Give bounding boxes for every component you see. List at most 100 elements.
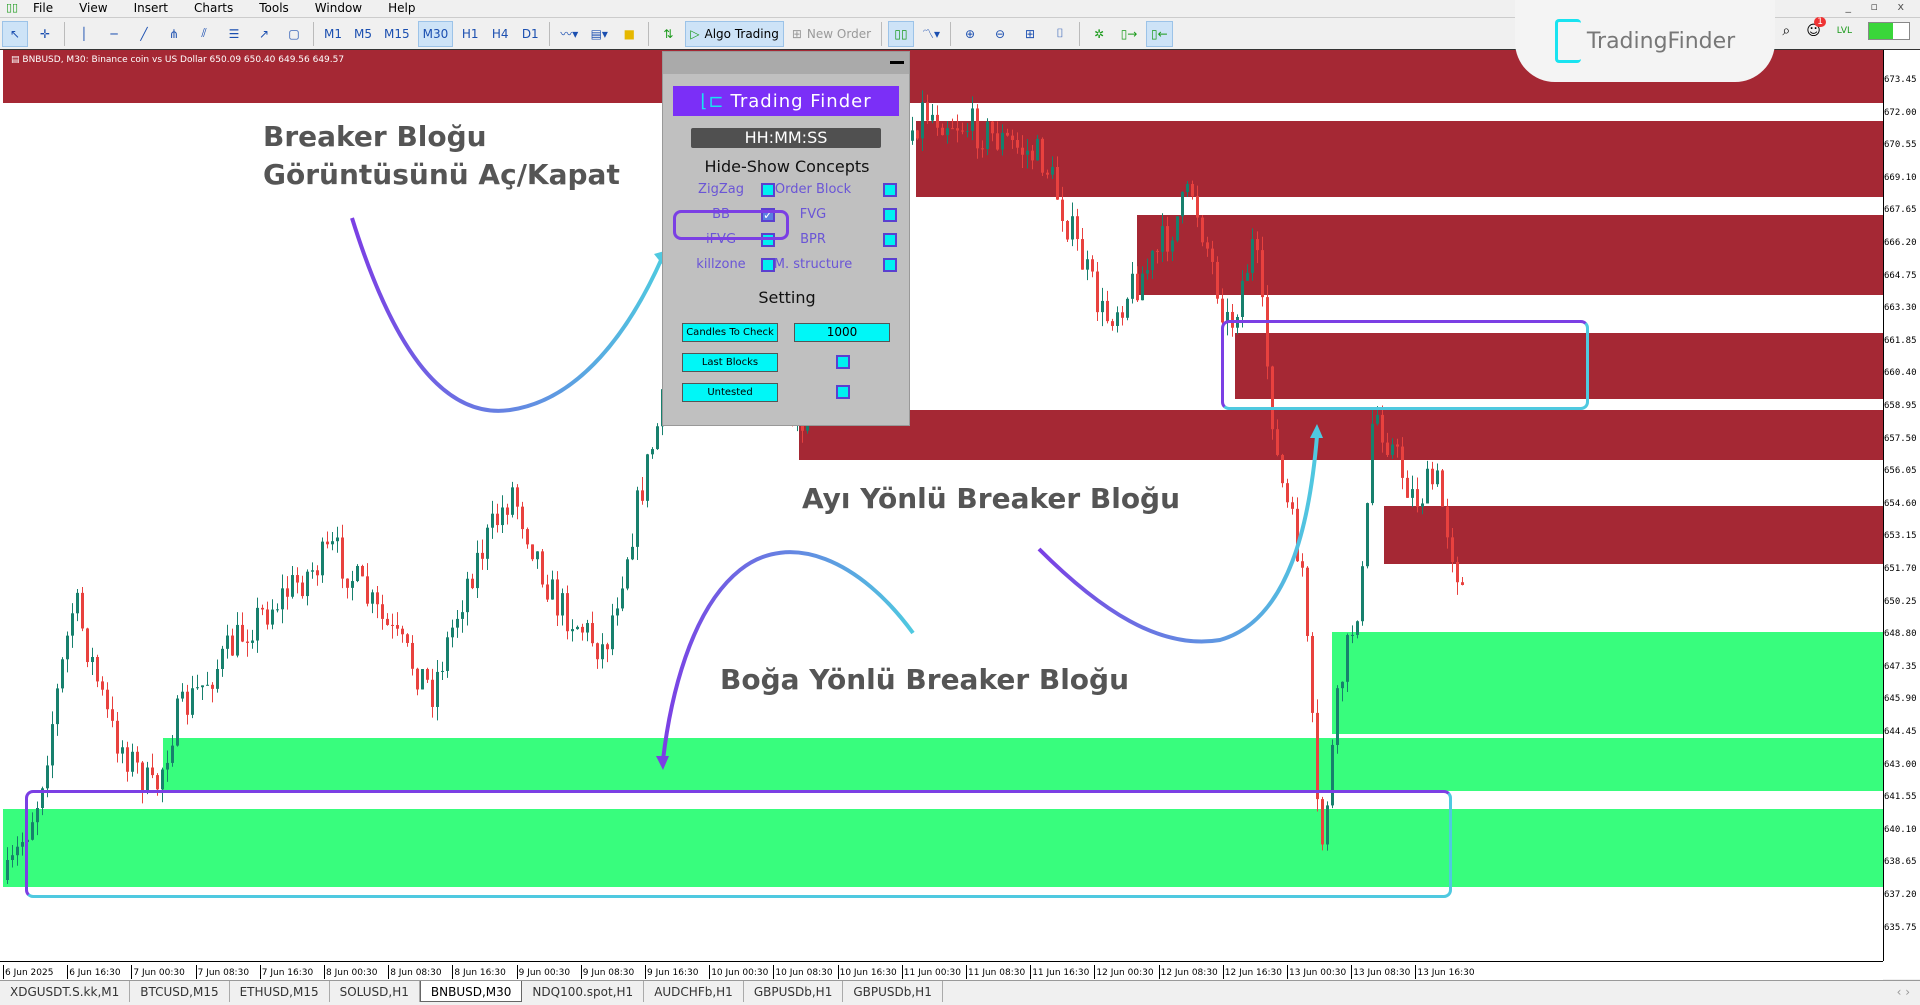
lvl-icon[interactable]: LVL: [1836, 26, 1852, 36]
last-blocks-button[interactable]: Last Blocks: [682, 353, 778, 372]
candle-body: [21, 842, 24, 847]
concept-checkbox-ifvg[interactable]: [761, 233, 775, 247]
chart-window[interactable]: ▤ BNBUSD, M30: Binance coin vs US Dollar…: [0, 49, 1920, 980]
candle-body: [1201, 217, 1204, 243]
candlestick-chart-icon[interactable]: ▯▯: [888, 20, 915, 47]
candles-to-check-label[interactable]: Candles To Check: [682, 323, 778, 342]
chart-shift-icon[interactable]: ▯→: [1120, 26, 1138, 41]
time-axis[interactable]: 6 Jun 2025 6 Jun 16:30 7 Jun 00:30 7 Jun 08…: [0, 961, 1883, 980]
menu-help[interactable]: Help: [388, 1, 416, 15]
concept-checkbox-bpr[interactable]: [883, 233, 897, 247]
timeframe-m15[interactable]: M15: [384, 26, 410, 41]
menu-tools[interactable]: Tools: [259, 1, 289, 15]
candle-body: [1156, 250, 1159, 252]
bearish-breaker-zone: [799, 410, 1883, 460]
timeframe-m1[interactable]: M1: [324, 26, 342, 41]
candle-body: [156, 775, 159, 790]
autoscroll-icon[interactable]: ▯←: [1146, 20, 1173, 47]
screenshot-icon[interactable]: ⌷: [1056, 26, 1064, 40]
chart-tab[interactable]: NDQ100.spot,H1: [522, 981, 645, 1002]
horizontal-line-icon[interactable]: ─: [110, 26, 118, 41]
trade-arrows-icon[interactable]: ⇅: [663, 26, 674, 41]
concept-checkbox-m-structure[interactable]: [883, 258, 897, 272]
candle-body: [1391, 444, 1394, 455]
trendline-icon[interactable]: ╱: [140, 26, 148, 41]
rectangle-icon[interactable]: ▢: [288, 26, 300, 41]
chart-tab[interactable]: XDGUSDT.S.kk,M1: [0, 981, 131, 1002]
candle-body: [1346, 635, 1349, 682]
folder-icon[interactable]: ■: [623, 26, 635, 41]
algo-trading-button[interactable]: ▷ Algo Trading: [685, 20, 784, 47]
notifications-icon[interactable]: ☺ 1: [1806, 17, 1826, 39]
concept-checkbox-order-block[interactable]: [883, 183, 897, 197]
candle-body: [306, 571, 309, 597]
candle-body: [491, 513, 494, 528]
menu-window[interactable]: Window: [314, 1, 363, 15]
candle-body: [976, 108, 979, 149]
minimize-icon[interactable]: [890, 61, 904, 64]
line-chart-icon[interactable]: 〽▾: [922, 27, 941, 41]
timeframe-h1[interactable]: H1: [461, 26, 479, 41]
candle-body: [211, 684, 214, 689]
chart-tab[interactable]: BNBUSD,M30: [419, 981, 523, 1002]
equidistant-channel-icon[interactable]: ⫽: [201, 26, 207, 40]
arrow-line-icon[interactable]: ↗: [258, 26, 270, 41]
annotation-toggle-line2: Görüntüsünü Aç/Kapat: [263, 158, 620, 191]
tile-windows-icon[interactable]: ⊞: [1025, 26, 1036, 41]
settings-gear-icon[interactable]: ✲: [1094, 26, 1105, 41]
timeframe-m30[interactable]: M30: [417, 20, 454, 47]
templates-icon[interactable]: ▤▾: [590, 26, 608, 41]
menu-charts[interactable]: Charts: [194, 1, 234, 15]
menu-file[interactable]: File: [33, 1, 54, 15]
candle-body: [121, 747, 124, 754]
menu-view[interactable]: View: [79, 1, 108, 15]
candle-body: [1001, 132, 1004, 150]
candle-body: [291, 575, 294, 597]
indicators-icon[interactable]: 〰▾: [560, 27, 579, 41]
cursor-icon[interactable]: ↖: [2, 20, 28, 47]
candle-body: [571, 629, 574, 632]
vertical-line-icon[interactable]: │: [80, 26, 88, 41]
untested-button[interactable]: Untested: [682, 383, 778, 402]
candles-to-check-input[interactable]: 1000: [794, 323, 890, 342]
candle-body: [1286, 483, 1289, 503]
timeframe-m5[interactable]: M5: [354, 26, 372, 41]
chart-tab[interactable]: BTCUSD,M15: [130, 981, 230, 1002]
time-label: 11 Jun 08:30: [966, 965, 1025, 979]
concept-checkbox-killzone[interactable]: [761, 258, 775, 272]
concept-checkbox-zigzag[interactable]: [761, 183, 775, 197]
candle-body: [136, 751, 139, 763]
panel-header[interactable]: [663, 52, 909, 74]
candle-body: [1051, 166, 1054, 175]
concept-checkbox-fvg[interactable]: [883, 208, 897, 222]
menu-insert[interactable]: Insert: [133, 1, 168, 15]
fibonacci-icon[interactable]: ☰: [228, 26, 240, 41]
candle-body: [1091, 259, 1094, 272]
candle-body: [286, 588, 289, 597]
zoom-in-icon[interactable]: ⊕: [965, 26, 976, 41]
chart-tab[interactable]: GBPUSDb,H1: [744, 981, 844, 1002]
bullish-breaker-zone: [1332, 632, 1883, 734]
timeframe-h4[interactable]: H4: [491, 26, 509, 41]
zoom-out-icon[interactable]: ⊖: [995, 26, 1006, 41]
new-order-button[interactable]: ⊞ New Order: [788, 21, 875, 47]
chart-menu-icon[interactable]: ▤: [11, 55, 20, 65]
crosshair-icon[interactable]: ✛: [39, 26, 51, 41]
window-controls[interactable]: _ ▫ x: [1845, 0, 1912, 13]
andrews-pitchfork-icon[interactable]: ⋔: [168, 26, 180, 41]
chart-tab[interactable]: AUDCHFb,H1: [644, 981, 744, 1002]
candle-body: [566, 593, 569, 632]
last-blocks-checkbox[interactable]: [836, 355, 850, 369]
chart-tab[interactable]: GBPUSDb,H1: [843, 981, 943, 1002]
search-icon[interactable]: ⌕: [1782, 23, 1791, 39]
untested-checkbox[interactable]: [836, 385, 850, 399]
level-toggle[interactable]: [1868, 22, 1910, 40]
tab-scroll-arrows[interactable]: ‹ ›: [1896, 985, 1910, 999]
candle-body: [476, 552, 479, 589]
timeframe-d1[interactable]: D1: [521, 26, 539, 41]
candle-body: [596, 643, 599, 660]
chart-tab[interactable]: ETHUSD,M15: [230, 981, 330, 1002]
candle-body: [96, 657, 99, 682]
price-axis[interactable]: 673.45 672.00 670.55 669.10 667.65 666.20 664.…: [1883, 50, 1920, 961]
chart-tab[interactable]: SOLUSD,H1: [330, 981, 420, 1002]
